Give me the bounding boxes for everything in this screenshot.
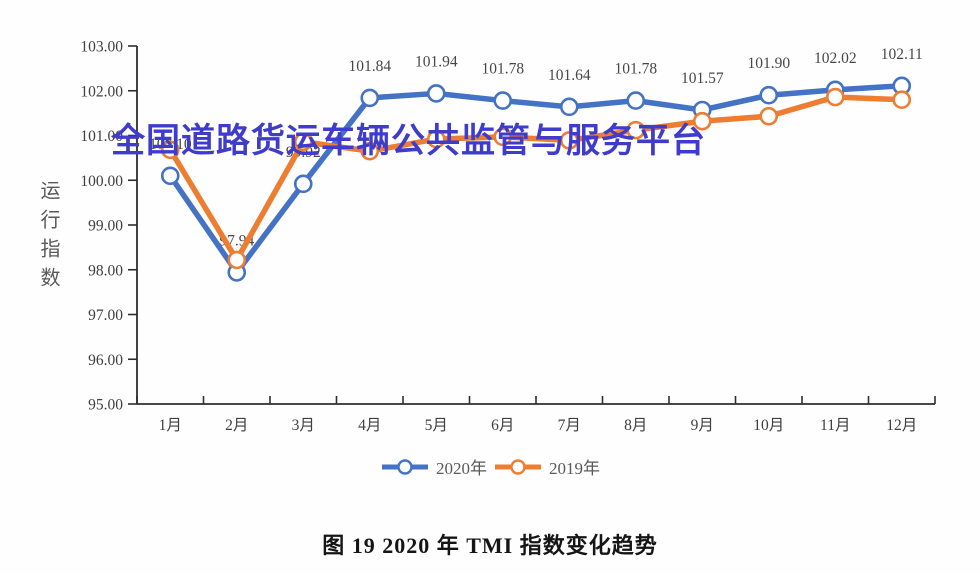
series-2019年-marker [160,140,180,160]
y-tick-label: 100.00 [80,173,123,190]
y-tick-label: 96.00 [88,352,123,369]
y-axis-ticks: 103.00 102.00 101.00 100.00 99.00 98.00 97.00 9… [80,39,137,414]
data-point-label: 102.02 [814,50,857,67]
legend-marker-2020-icon [382,458,428,475]
series-2019年-marker [360,141,380,161]
y-tick-label: 102.00 [80,83,123,100]
legend-label-2019: 2019年 [549,459,600,478]
x-category-label: 11月 [820,417,850,434]
chart-legend: 2020年 2019年 [0,454,980,479]
x-category-label: 8月 [624,417,647,434]
series-2019年-marker [227,250,247,270]
x-category-label: 12月 [886,417,917,434]
legend-label-2020: 2020年 [436,459,487,478]
data-point-label: 101.57 [681,70,724,87]
series-2019年-marker [692,111,712,131]
series-2020年-marker [293,174,313,194]
series-2020年-marker [160,166,180,186]
series-2019年-marker [293,132,313,152]
x-category-label: 10月 [753,417,784,434]
legend-item-2019: 2019年 [493,454,600,479]
x-category-label: 9月 [691,417,714,434]
series-2019年-marker [626,120,646,140]
y-tick-label: 101.00 [80,128,123,145]
series-2019年-marker [559,131,579,150]
series-2020年-marker [360,88,380,108]
series-2020年-marker [559,97,579,117]
series-2020年-marker [626,91,646,110]
y-tick-label: 98.00 [88,262,123,279]
y-tick-label: 95.00 [88,397,123,414]
y-tick-label: 103.00 [80,39,123,56]
data-point-label: 101.94 [415,53,458,70]
tmi-line-chart: 103.00 102.00 101.00 100.00 99.00 98.00 97.00 9… [80,39,936,434]
series-2020年-marker [426,84,446,103]
series-2019年-marker [825,87,845,107]
series-2020年-line [167,83,905,276]
x-axis-ticks: 1月 2月 3月 4月 5月 6月 7月 8月 9月 10月 11月 12月 [136,396,936,434]
y-tick-label: 99.00 [88,218,123,235]
x-category-label: 5月 [425,417,448,434]
y-tick-label: 97.00 [88,307,123,324]
figure-caption: 图 19 2020 年 TMI 指数变化趋势 [322,533,658,558]
series-2020年-marker [759,85,779,105]
data-point-label: 101.78 [614,61,657,78]
data-labels: 100.1097.9499.92101.84101.94101.78101.64… [149,46,923,250]
data-point-label: 102.11 [881,46,923,63]
y-axis-title: 运行指数 [37,180,59,296]
data-point-label: 101.90 [747,55,790,72]
x-category-label: 6月 [491,417,514,434]
legend-marker-2019-icon [495,458,541,475]
data-point-label: 101.78 [481,61,524,78]
series-lines [160,76,912,282]
series-2019年-marker [759,106,779,126]
series-2020年-marker [493,91,513,110]
series-2019年-marker [426,129,446,149]
x-category-label: 3月 [292,417,315,434]
data-point-label: 101.84 [348,58,391,75]
series-2019年-marker [892,90,912,109]
series-2019年-line [167,94,905,263]
legend-item-2020: 2020年 [380,454,487,479]
x-category-label: 1月 [159,417,182,434]
x-category-label: 7月 [558,417,581,434]
x-category-label: 4月 [358,417,381,434]
series-2019年-marker [493,127,513,147]
data-point-label: 101.64 [548,67,591,84]
x-category-label: 2月 [225,417,248,434]
